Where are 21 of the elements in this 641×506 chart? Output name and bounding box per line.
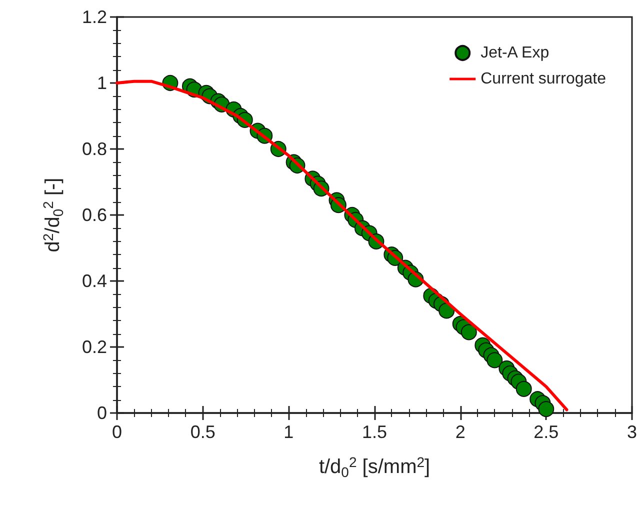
y-axis-title: d2/d02 [-] bbox=[40, 178, 66, 252]
x-tick-label: 0.5 bbox=[190, 422, 216, 442]
y-tick-label: 0.8 bbox=[82, 139, 107, 159]
point bbox=[538, 401, 554, 418]
x-tick-label: 3 bbox=[626, 422, 638, 442]
x-tick-label: 2.5 bbox=[534, 422, 559, 442]
y-tick-label: 0.6 bbox=[82, 205, 107, 225]
x-tick-label: 2 bbox=[455, 422, 466, 442]
y-tick-label: 0 bbox=[96, 403, 107, 423]
legend-label: Jet-A Exp bbox=[480, 44, 550, 62]
x-tick-label: 1 bbox=[284, 422, 294, 442]
x-tick-label: 0 bbox=[112, 422, 122, 442]
x-tick-label: 1.5 bbox=[362, 422, 388, 442]
point bbox=[460, 324, 477, 340]
y-tick-label: 1 bbox=[96, 73, 107, 93]
legend-label: Current surrogate bbox=[480, 70, 606, 88]
point bbox=[516, 380, 532, 397]
y-tick-label: 0.2 bbox=[82, 337, 107, 357]
point bbox=[486, 352, 503, 368]
y-tick-label: 1.2 bbox=[82, 7, 107, 27]
y-tick-label: 0.4 bbox=[82, 271, 107, 291]
